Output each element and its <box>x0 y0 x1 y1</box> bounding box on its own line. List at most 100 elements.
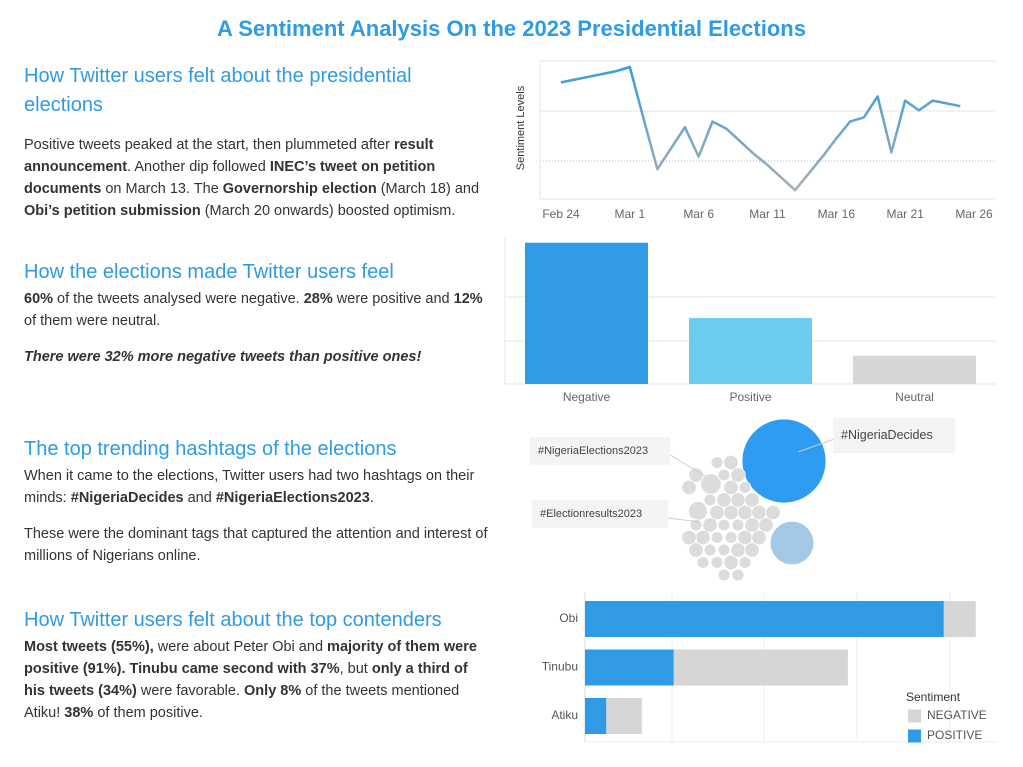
section: The top trending hashtags of the electio… <box>24 435 492 567</box>
bubble <box>696 556 710 569</box>
bubble <box>724 531 738 544</box>
bubble <box>717 518 731 532</box>
line-frame <box>539 60 996 200</box>
text-run: . Another dip followed <box>127 159 270 175</box>
text-run: of the tweets analysed were negative. <box>53 291 304 307</box>
x-tick-label: Neutral <box>895 390 934 404</box>
y-tick-label: Obi <box>559 611 578 625</box>
bubble <box>710 456 724 469</box>
bubble <box>744 492 760 508</box>
callout-line <box>667 517 701 523</box>
bar-segment <box>673 649 848 686</box>
bold-italic-run: There were 32% more negative tweets than… <box>24 349 422 365</box>
page-title: A Sentiment Analysis On the 2023 Preside… <box>217 16 806 41</box>
legend-swatch <box>908 729 921 743</box>
callout-box <box>530 437 670 465</box>
paragraph: These were the dominant tags that captur… <box>24 523 492 567</box>
text-run: on March 13. The <box>101 181 223 197</box>
text-run: Positive tweets peaked at the start, the… <box>24 137 394 153</box>
text-run: of the tweets mentioned Atiku! <box>24 683 460 721</box>
text-run: were favorable. <box>136 683 245 699</box>
bar-segment <box>585 601 944 637</box>
x-tick-label: Mar 21 <box>886 207 924 221</box>
bubble-label: #NigeriaElections2023 <box>538 445 648 457</box>
legend-swatch <box>908 709 921 723</box>
bar-segment <box>585 698 607 734</box>
sentiment-line <box>560 65 961 192</box>
bubble <box>681 479 697 496</box>
bubble <box>765 504 781 521</box>
callout-line <box>797 439 834 453</box>
bar-segment <box>943 601 976 637</box>
text-run: and <box>183 490 216 506</box>
bold-run: Obi’s petition submission <box>24 203 201 219</box>
bubble <box>731 518 745 532</box>
x-tick-label: Mar 11 <box>749 207 786 221</box>
legend-label: NEGATIVE <box>927 708 987 722</box>
section-heading: How the elections made Twitter users fee… <box>24 261 394 283</box>
bold-run: Most tweets (55%), <box>24 639 154 655</box>
bold-run: majority of them were positive (91%). Ti… <box>24 639 477 677</box>
x-tick-label: Mar 1 <box>614 207 645 221</box>
text-run: (March 18) and <box>376 181 480 197</box>
text-run: of them were neutral. <box>24 313 161 329</box>
legend-title: Sentiment <box>906 690 961 704</box>
section-heading: How Twitter users felt about the top con… <box>24 609 442 631</box>
section-heading: How Twitter users felt about the preside… <box>24 65 412 116</box>
bubble <box>730 467 746 483</box>
bubble <box>769 520 815 566</box>
bubble <box>688 501 708 521</box>
y-tick-label: Tinubu <box>542 660 578 674</box>
bubble <box>738 481 752 494</box>
bubble <box>710 531 724 544</box>
y-axis-label: Sentiment Levels <box>515 85 527 170</box>
text-run: of them positive. <box>93 705 203 721</box>
bold-run: 60% <box>24 291 54 307</box>
callout-box <box>532 500 668 528</box>
bubble <box>738 556 752 569</box>
section: How Twitter users felt about the preside… <box>24 62 492 222</box>
section: How the elections made Twitter users fee… <box>24 258 492 368</box>
x-tick-label: Mar 6 <box>683 207 714 221</box>
bubble <box>758 517 774 533</box>
bold-run: 28% <box>303 291 333 307</box>
bubble <box>744 542 760 558</box>
bar-segment <box>585 649 674 686</box>
bubble <box>723 454 739 471</box>
bubble <box>717 468 731 482</box>
x-tick-label: Positive <box>729 390 771 404</box>
bar-segment <box>606 698 642 734</box>
bubble <box>717 543 731 557</box>
paragraph: Positive tweets peaked at the start, the… <box>24 134 492 222</box>
legend-label: POSITIVE <box>927 728 982 742</box>
bubble <box>751 529 767 546</box>
x-tick-label: Feb 24 <box>542 207 580 221</box>
bubble <box>703 543 717 557</box>
text-run: (March 20 onwards) boosted optimism. <box>200 203 456 219</box>
bubble <box>731 568 745 582</box>
paragraph: There were 32% more negative tweets than… <box>24 346 492 368</box>
paragraph: Most tweets (55%), were about Peter Obi … <box>24 636 492 724</box>
text-run: These were the dominant tags that captur… <box>24 526 488 564</box>
bubble <box>723 479 739 496</box>
bold-run: #NigeriaElections2023 <box>215 490 370 506</box>
bubble <box>703 493 717 507</box>
bubble <box>709 504 725 521</box>
bold-run: 12% <box>453 291 483 307</box>
bubble <box>702 517 718 533</box>
bold-run: 38% <box>64 705 94 721</box>
bold-run: result announcement <box>24 137 434 175</box>
paragraph: When it came to the elections, Twitter u… <box>24 465 492 509</box>
bubble <box>717 568 731 582</box>
x-tick-label: Negative <box>563 390 611 404</box>
callout-line <box>669 454 706 477</box>
text-run: were positive and <box>332 291 454 307</box>
text-run: were about Peter Obi and <box>153 639 328 655</box>
bubble <box>710 556 724 569</box>
x-tick-label: Mar 26 <box>955 207 993 221</box>
bubble <box>681 529 697 546</box>
bold-run: only a third of his tweets (34%) <box>24 661 468 699</box>
bubble <box>723 554 739 571</box>
bar <box>525 242 648 384</box>
